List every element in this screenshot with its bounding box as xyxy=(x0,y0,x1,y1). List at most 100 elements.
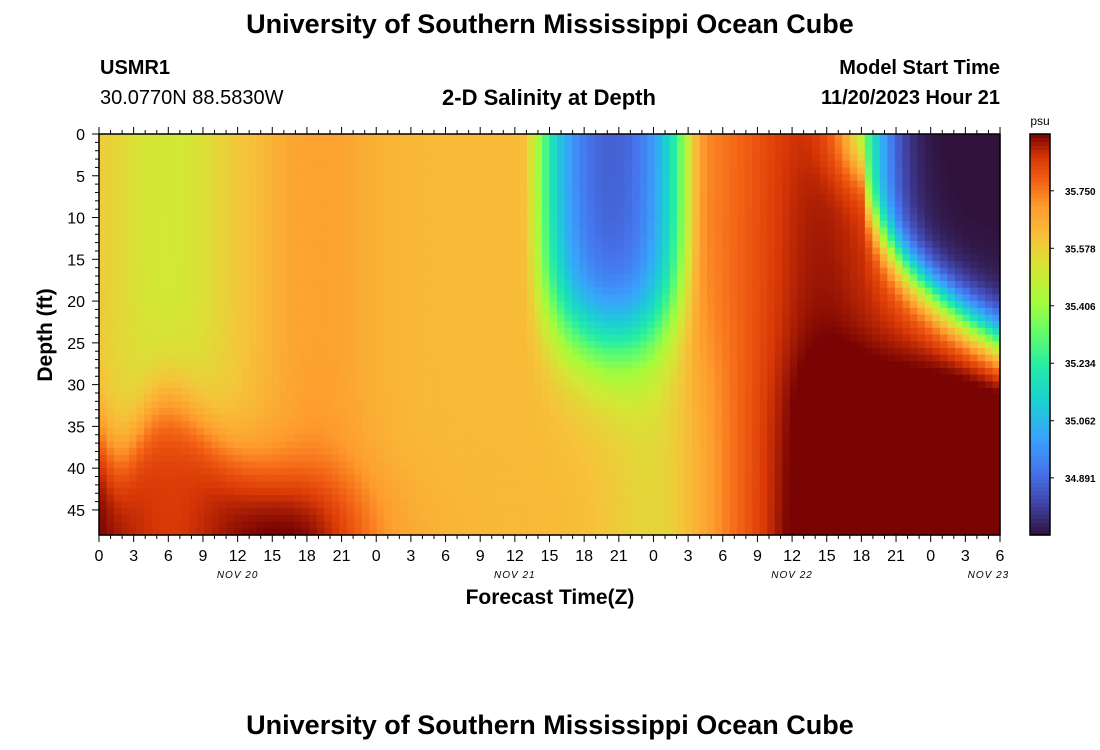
heatmap-cell xyxy=(459,307,468,316)
heatmap-cell xyxy=(451,294,460,302)
heatmap-cell xyxy=(519,234,528,242)
heatmap-cell xyxy=(579,434,588,443)
heatmap-cell xyxy=(632,474,641,483)
heatmap-cell xyxy=(534,274,543,282)
heatmap-cell xyxy=(406,167,415,175)
heatmap-cell xyxy=(181,154,190,162)
heatmap-cell xyxy=(707,260,716,269)
heatmap-cell xyxy=(174,247,183,255)
heatmap-cell xyxy=(361,207,370,215)
heatmap-cell xyxy=(316,468,325,476)
heatmap-cell xyxy=(639,481,648,489)
heatmap-cell xyxy=(399,454,408,463)
heatmap-cell xyxy=(114,247,123,255)
heatmap-cell xyxy=(391,434,400,443)
heatmap-cell xyxy=(564,528,573,536)
heatmap-cell xyxy=(256,274,265,282)
heatmap-cell xyxy=(406,194,415,202)
heatmap-cell xyxy=(106,267,115,275)
heatmap-cell xyxy=(114,441,123,449)
heatmap-cell xyxy=(189,194,198,202)
heatmap-cell xyxy=(639,140,648,148)
heatmap-cell xyxy=(624,167,633,175)
heatmap-cell xyxy=(234,294,243,302)
heatmap-cell xyxy=(519,454,528,463)
heatmap-cell xyxy=(459,327,468,336)
heatmap-cell xyxy=(496,514,506,523)
heatmap-cell xyxy=(309,307,318,316)
heatmap-cell xyxy=(511,180,521,189)
heatmap-cell xyxy=(286,408,295,416)
heatmap-cell xyxy=(624,227,633,235)
heatmap-cell xyxy=(549,234,558,242)
heatmap-cell xyxy=(264,508,273,516)
heatmap-cell xyxy=(271,147,280,155)
heatmap-cell xyxy=(639,508,648,516)
heatmap-cell xyxy=(121,134,130,142)
heatmap-cell xyxy=(624,381,633,389)
heatmap-cell xyxy=(136,521,145,529)
heatmap-cell xyxy=(181,281,190,289)
heatmap-cell xyxy=(114,220,123,229)
heatmap-cell xyxy=(714,454,723,463)
heatmap-cell xyxy=(316,301,325,309)
heatmap-cell xyxy=(677,481,686,489)
heatmap-cell xyxy=(624,274,633,282)
heatmap-cell xyxy=(196,174,205,182)
heatmap-cell xyxy=(692,414,701,422)
heatmap-cell xyxy=(707,474,716,483)
heatmap-cell xyxy=(602,361,611,369)
heatmap-cell xyxy=(256,260,265,269)
heatmap-cell xyxy=(429,347,438,356)
heatmap-cell xyxy=(99,488,108,496)
heatmap-cell xyxy=(144,421,153,429)
heatmap-cell xyxy=(361,220,370,229)
heatmap-cell xyxy=(399,448,408,456)
heatmap-cell xyxy=(692,194,701,202)
heatmap-cell xyxy=(557,200,566,209)
heatmap-cell xyxy=(249,220,258,229)
heatmap-cell xyxy=(699,474,708,483)
heatmap-cell xyxy=(504,247,513,255)
heatmap-cell xyxy=(534,494,543,503)
heatmap-cell xyxy=(594,387,603,396)
heatmap-cell xyxy=(594,140,603,148)
heatmap-cell xyxy=(466,314,476,322)
heatmap-cell xyxy=(647,408,656,416)
heatmap-cell xyxy=(436,528,445,536)
heatmap-cell xyxy=(421,354,430,362)
heatmap-cell xyxy=(369,227,378,235)
heatmap-cell xyxy=(346,247,355,255)
heatmap-cell xyxy=(301,180,310,189)
heatmap-cell xyxy=(376,334,385,342)
heatmap-cell xyxy=(339,180,348,189)
heatmap-cell xyxy=(331,334,340,342)
heatmap-cell xyxy=(436,260,445,269)
heatmap-cell xyxy=(106,234,115,242)
heatmap-cell xyxy=(444,234,453,242)
heatmap-cell xyxy=(399,428,408,436)
heatmap-cell xyxy=(234,267,243,275)
heatmap-cell xyxy=(279,234,288,242)
heatmap-cell xyxy=(707,454,716,463)
heatmap-cell xyxy=(211,140,220,148)
heatmap-cell xyxy=(361,327,370,336)
heatmap-cell xyxy=(181,207,190,215)
heatmap-cell xyxy=(481,508,491,516)
heatmap-cell xyxy=(324,414,333,422)
heatmap-cell xyxy=(624,260,633,269)
heatmap-cell xyxy=(399,441,408,449)
heatmap-cell xyxy=(459,428,468,436)
heatmap-cell xyxy=(99,281,108,289)
heatmap-cell xyxy=(324,408,333,416)
heatmap-cell xyxy=(632,254,641,262)
heatmap-cell xyxy=(151,341,160,349)
heatmap-cell xyxy=(414,247,423,255)
heatmap-cell xyxy=(534,227,543,235)
heatmap-cell xyxy=(594,434,603,443)
heatmap-cell xyxy=(271,247,280,255)
heatmap-cell xyxy=(189,434,198,443)
heatmap-cell xyxy=(121,387,130,396)
heatmap-cell xyxy=(489,381,498,389)
heatmap-cell xyxy=(219,468,228,476)
